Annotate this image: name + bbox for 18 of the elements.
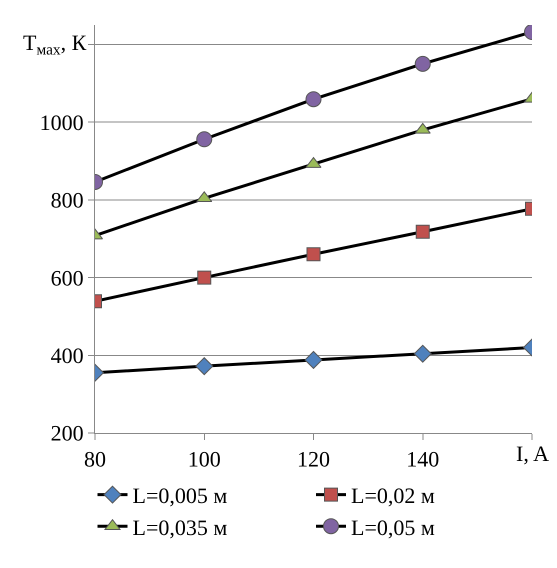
point: [306, 247, 320, 262]
y-tick-label: 400: [50, 342, 84, 368]
y-tick-label: 1000: [40, 110, 84, 135]
x-tick-label: 100: [188, 446, 221, 472]
x-axis-title: I, A: [516, 441, 550, 466]
legend-label: L=0,05 м: [351, 514, 435, 540]
y-tick-label: 800: [50, 188, 84, 213]
x-tick-label: 140: [406, 446, 440, 472]
point: [304, 351, 322, 369]
x-tick-label: 120: [297, 446, 330, 472]
y-axis-title: T$_{мах}$, К: [23, 30, 87, 59]
legend-label: L=0,005 м: [132, 483, 228, 508]
point: [306, 91, 322, 108]
y-tick-label: 600: [50, 265, 84, 290]
legend-label: L=0,035 м: [132, 514, 228, 540]
y-tick-label: 200: [50, 420, 84, 446]
x-tick-label: 80: [84, 446, 106, 472]
legend-label: L=0,02 м: [351, 483, 435, 508]
